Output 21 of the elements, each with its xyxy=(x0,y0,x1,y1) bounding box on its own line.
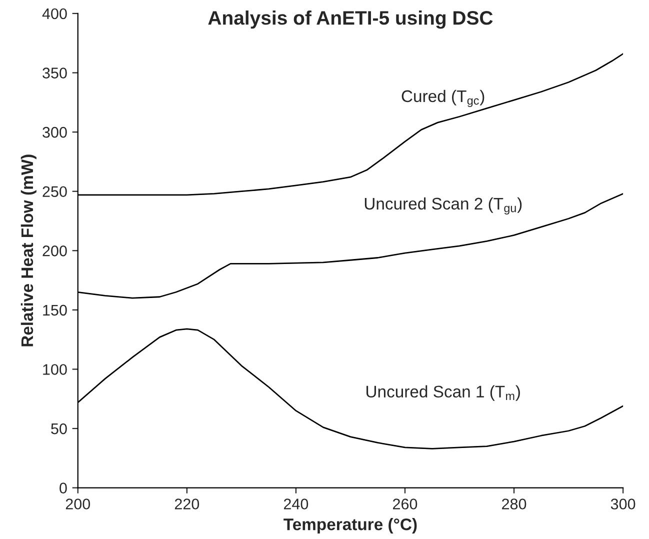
y-tick-label: 50 xyxy=(51,423,67,434)
y-tick-label: 250 xyxy=(42,186,67,198)
series-label: Cured (T$_{gc}$) xyxy=(402,90,484,108)
text: Uncured Scan 1 (T$_{m}$) xyxy=(366,385,520,401)
x-tick-label: 300 xyxy=(610,498,636,510)
series-label: Uncured Scan 2 (T$_{gu}$) xyxy=(364,197,522,214)
x-axis-title: Temperature (°C) xyxy=(284,518,417,534)
x-tick-label: 200 xyxy=(66,498,90,510)
y-axis-title: Relative Heat Flow (mW) xyxy=(20,154,36,346)
y-tick-label: 400 xyxy=(42,8,67,20)
y-tick-label: 200 xyxy=(42,246,67,256)
y-tick-label: 0 xyxy=(60,482,67,494)
y-tick-label: 300 xyxy=(42,126,67,138)
y-tick-label: 150 xyxy=(43,304,67,316)
x-tick-label: 220 xyxy=(174,498,200,510)
x-tick-label: 260 xyxy=(393,498,418,510)
y-tick-label: 350 xyxy=(42,68,67,78)
y-tick-label: 100 xyxy=(43,364,67,375)
chart-title: Analysis of AnETI-5 using DSC xyxy=(208,10,493,29)
x-tick-label: 280 xyxy=(502,498,526,510)
x-tick-label: 240 xyxy=(284,498,308,510)
